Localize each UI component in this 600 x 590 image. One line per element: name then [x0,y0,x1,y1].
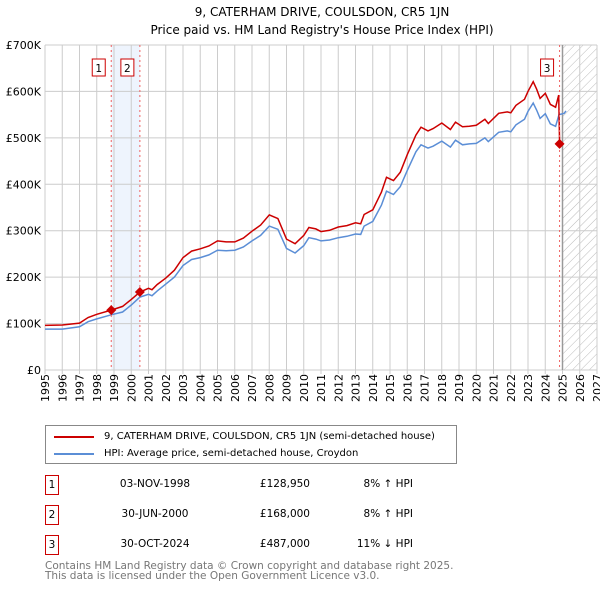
x-tick-label: 2005 [212,374,225,402]
y-tick-label: £300K [6,225,42,238]
footer: Contains HM Land Registry data © Crown c… [45,560,454,582]
sale-hpi-diff: 11% ↓ HPI [356,538,413,550]
sale-marker-badge: 1 [45,475,59,495]
x-tick-label: 1998 [91,374,104,402]
legend-label: HPI: Average price, semi-detached house,… [104,448,359,459]
sale-price: £168,000 [259,508,310,520]
price-chart: 9, CATERHAM DRIVE, COULSDON, CR5 1JN Pri… [6,5,600,402]
sale-row: 2 30-JUN-2000 £168,000 8% ↑ HPI [45,505,445,525]
x-tick-label: 2027 [591,374,600,402]
sale-price: £128,950 [259,478,310,490]
legend-item-hpi: HPI: Average price, semi-detached house,… [54,448,358,459]
property-price-line [44,80,563,327]
sale-label: 3 [544,63,551,75]
x-tick-label: 2024 [539,374,552,402]
x-tick-label: 2010 [298,374,311,402]
y-tick-label: £700K [6,39,42,52]
sale-label-box [120,58,135,77]
sale-date: 30-OCT-2024 [120,538,190,550]
x-tick-label: 2011 [315,374,328,402]
x-tick-label: 1996 [56,374,69,402]
sale-marker-badge: 3 [45,535,59,555]
y-tick-label: £500K [6,132,42,145]
x-tick-label: 2021 [488,374,501,402]
x-tick-label: 2008 [263,374,276,402]
sale-label: 2 [124,63,131,75]
x-tick-label: 2022 [505,374,518,402]
x-tick-label: 2012 [332,374,345,402]
sale-date: 03-NOV-1998 [119,478,191,490]
legend-swatch-red [54,435,94,438]
x-tick-label: 2016 [401,374,414,402]
x-tick-label: 2020 [470,374,483,402]
sale-hpi-diff: 8% ↑ HPI [363,478,413,490]
sale-label-box [540,58,555,77]
x-tick-label: 2018 [436,374,449,402]
chart-subtitle: Price paid vs. HM Land Registry's House … [150,23,493,37]
sale-point [134,287,145,297]
x-tick-label: 2023 [522,374,535,402]
y-tick-label: £100K [6,318,42,331]
sale-row: 1 03-NOV-1998 £128,950 8% ↑ HPI [45,475,445,495]
chart-legend: 9, CATERHAM DRIVE, COULSDON, CR5 1JN (se… [45,425,457,464]
sale-price: £487,000 [259,538,310,550]
y-tick-label: £0 [27,364,41,377]
sale-point [106,305,117,316]
sale-date: 30-JUN-2000 [121,508,189,520]
x-tick-label: 1995 [39,374,52,402]
x-tick-label: 2025 [557,374,570,402]
sale-marker-badge: 2 [45,505,59,525]
legend-item-property: 9, CATERHAM DRIVE, COULSDON, CR5 1JN (se… [54,431,435,442]
legend-swatch-blue [54,452,94,455]
x-tick-label: 2003 [177,374,190,402]
copyright-text: Contains HM Land Registry data © Crown c… [45,560,454,572]
y-tick-label: £400K [6,178,42,191]
x-tick-label: 2007 [246,374,259,402]
x-tick-label: 2017 [419,374,432,402]
x-tick-label: 2001 [143,374,156,402]
x-tick-label: 2013 [350,374,363,402]
x-tick-label: 2015 [384,374,397,402]
y-tick-label: £600K [6,85,42,98]
x-tick-label: 2000 [125,374,138,402]
sale-point [554,138,565,149]
sale-period-shade [111,45,140,370]
sale-hpi-diff: 8% ↑ HPI [363,508,413,520]
x-tick-label: 2004 [194,374,207,402]
x-tick-label: 1997 [74,374,87,402]
sale-label-box [91,58,106,77]
licence-text: This data is licensed under the Open Gov… [45,570,380,582]
y-tick-label: £200K [6,271,42,284]
chart-title: 9, CATERHAM DRIVE, COULSDON, CR5 1JN [195,5,450,19]
x-tick-label: 2002 [160,374,173,402]
x-tick-label: 2026 [574,374,587,402]
x-tick-label: 2014 [367,374,380,402]
hpi-line [45,101,567,330]
x-tick-label: 2006 [229,374,242,402]
sale-label: 1 [95,63,102,75]
x-tick-label: 2009 [281,374,294,402]
sale-row: 3 30-OCT-2024 £487,000 11% ↓ HPI [45,535,445,555]
x-tick-label: 2019 [453,374,466,402]
x-tick-label: 1999 [108,374,121,402]
legend-label: 9, CATERHAM DRIVE, COULSDON, CR5 1JN (se… [104,431,435,442]
